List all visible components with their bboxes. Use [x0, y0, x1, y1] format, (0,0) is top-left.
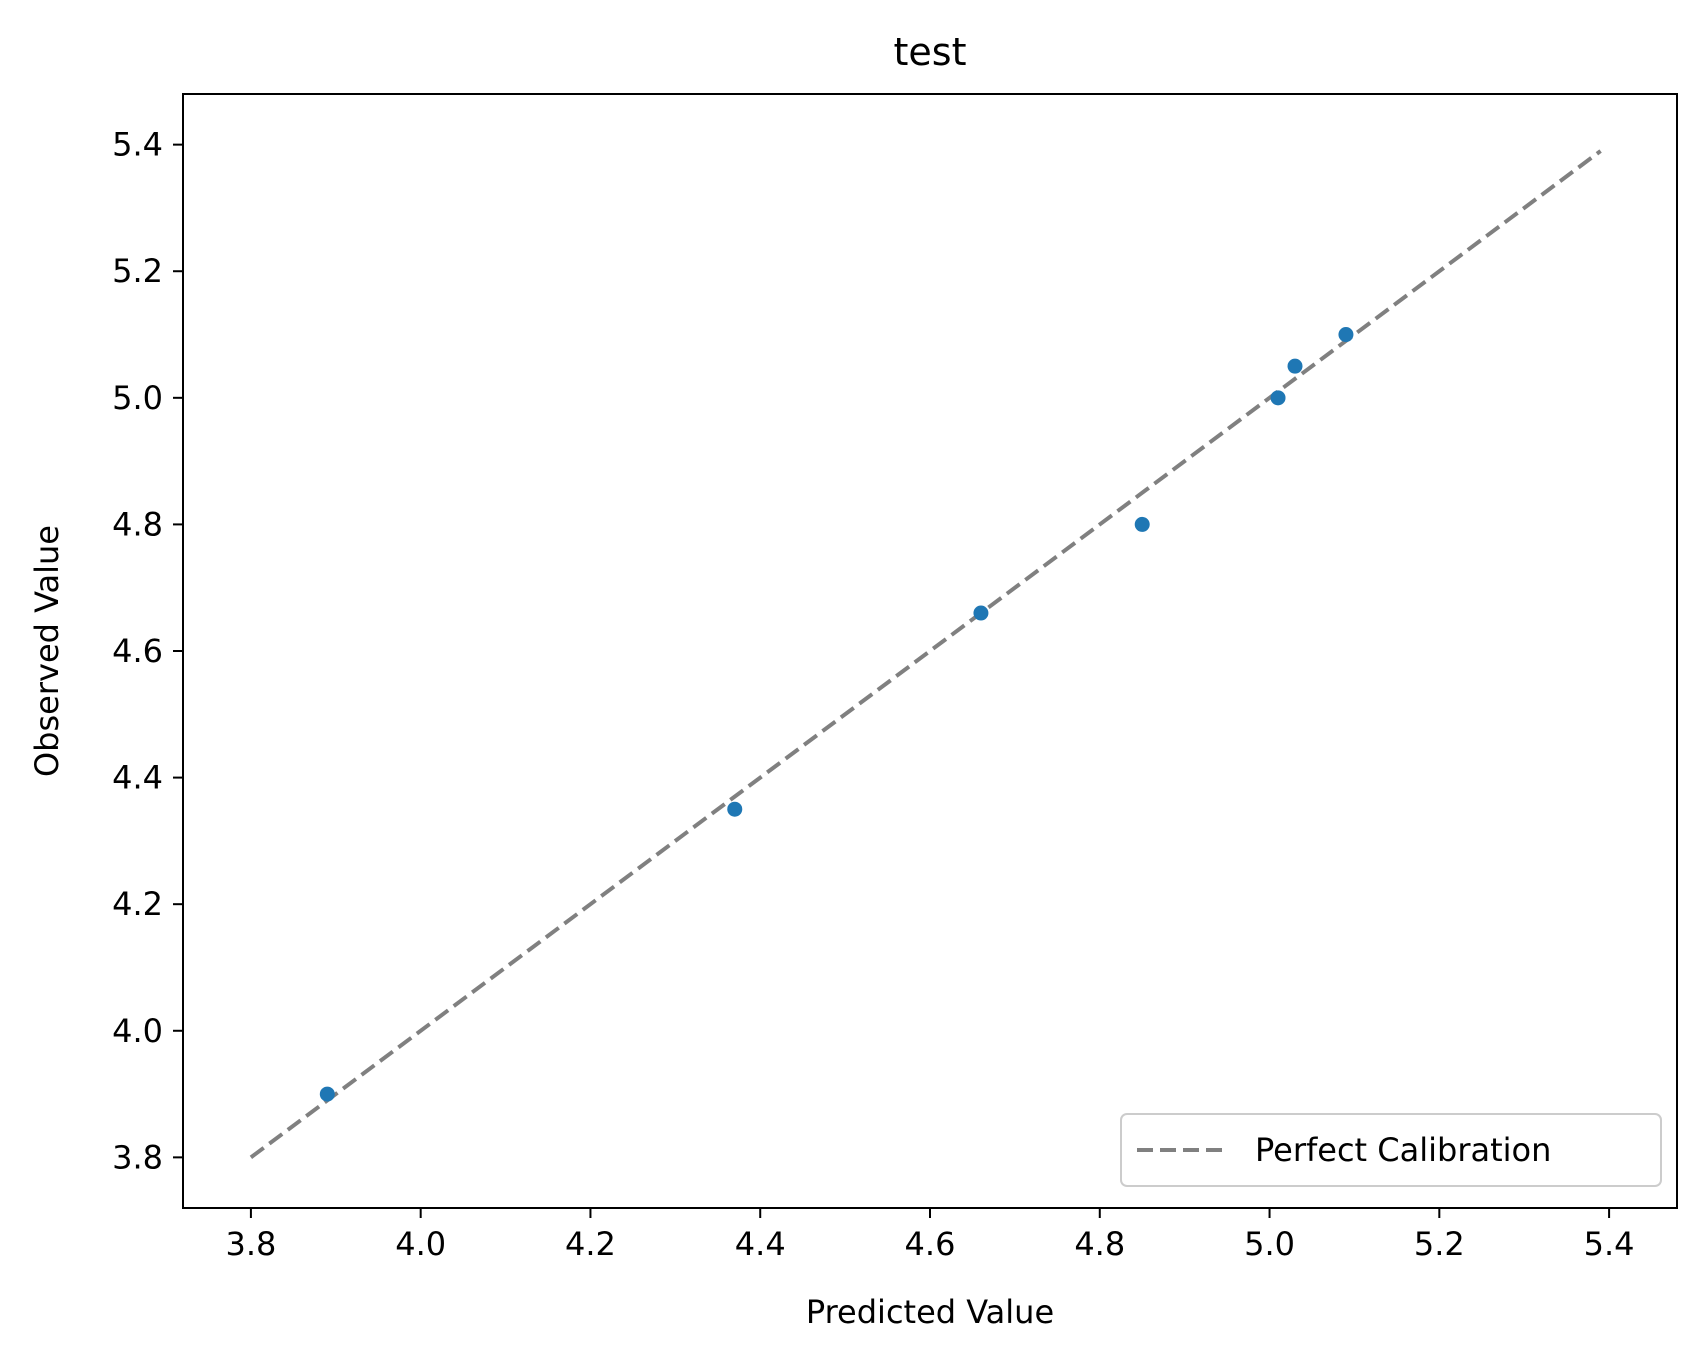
- x-axis-label: Predicted Value: [806, 1293, 1054, 1331]
- y-tick-label: 4.0: [112, 1012, 163, 1050]
- y-axis-label: Observed Value: [28, 525, 66, 777]
- perfect-calibration-line: [249, 149, 1602, 1159]
- legend-label-perfect-calibration: Perfect Calibration: [1255, 1131, 1551, 1169]
- data-point: [319, 1086, 335, 1102]
- y-tick-label: 5.4: [112, 126, 163, 164]
- y-tick-label: 4.2: [112, 885, 163, 923]
- y-tick-label: 4.6: [112, 632, 163, 670]
- x-tick-label: 5.4: [1584, 1225, 1635, 1263]
- plot-frame: [182, 93, 1678, 1209]
- legend-box: [1120, 1113, 1662, 1187]
- data-point: [1134, 516, 1150, 532]
- data-point: [1287, 358, 1303, 374]
- x-tick-label: 4.4: [735, 1225, 786, 1263]
- plot-area: 3.8 4.0 4.2 4.4 4.6 4.8 5.0 5.2 5.4 3.8 4.0 4.2 4.4…: [112, 93, 1678, 1263]
- x-tick-label: 5.0: [1244, 1225, 1295, 1263]
- x-tick-label: 5.2: [1414, 1225, 1465, 1263]
- y-tick-label: 4.8: [112, 505, 163, 543]
- y-tick-label: 5.0: [112, 379, 163, 417]
- data-point: [1338, 327, 1354, 343]
- x-tick-label: 4.0: [395, 1225, 446, 1263]
- data-point: [973, 605, 989, 621]
- y-tick-label: 3.8: [112, 1138, 163, 1176]
- y-tick-label: 5.2: [112, 252, 163, 290]
- data-point: [727, 801, 743, 817]
- y-axis-ticks: 3.8 4.0 4.2 4.4 4.6 4.8 5.0 5.2 5.4: [112, 126, 183, 1176]
- legend: Perfect Calibration: [1120, 1113, 1662, 1187]
- chart-title: test: [894, 30, 967, 74]
- y-tick-label: 4.4: [112, 759, 163, 797]
- x-tick-label: 4.8: [1074, 1225, 1125, 1263]
- x-tick-label: 4.2: [565, 1225, 616, 1263]
- x-tick-label: 3.8: [225, 1225, 276, 1263]
- x-tick-label: 4.6: [905, 1225, 956, 1263]
- data-point: [1270, 390, 1286, 406]
- x-axis-ticks: 3.8 4.0 4.2 4.4 4.6 4.8 5.0 5.2 5.4: [225, 1208, 1635, 1263]
- series-layer: [249, 149, 1602, 1159]
